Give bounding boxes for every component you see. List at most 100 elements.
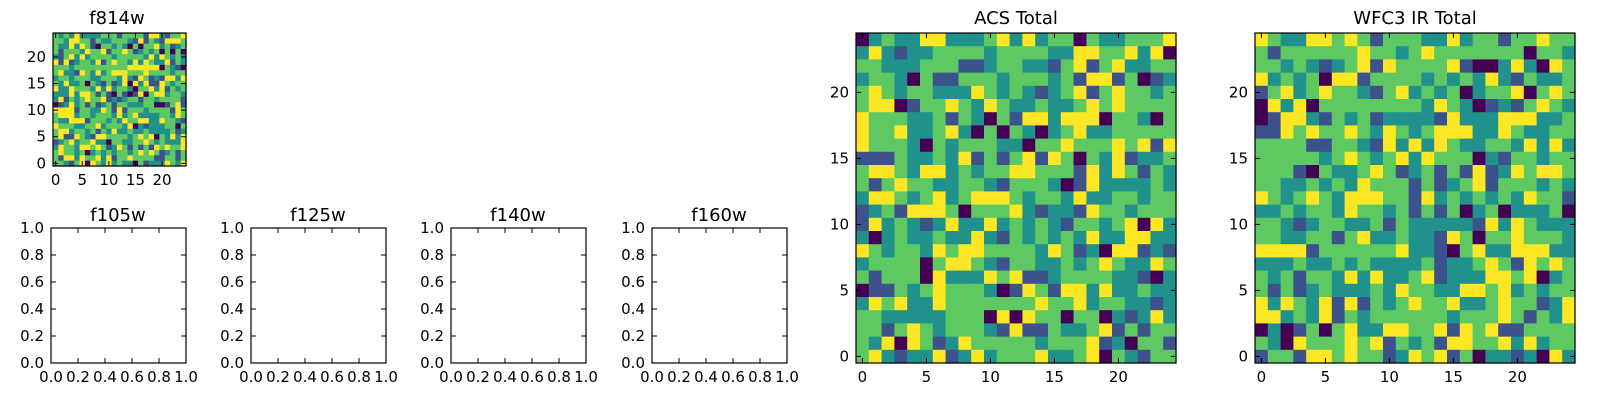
heatmap-cell	[53, 75, 59, 82]
heatmap-cell	[95, 54, 102, 61]
heatmap-cell	[1511, 270, 1525, 285]
heatmap-cell	[58, 43, 65, 50]
heatmap-cell	[1267, 72, 1282, 87]
heatmap-cell	[1280, 72, 1294, 87]
heatmap-cell	[154, 150, 160, 156]
heatmap-cell	[1370, 138, 1384, 153]
heatmap-cell	[1319, 178, 1333, 192]
heatmap-cell	[1124, 297, 1139, 311]
heatmap-cell	[932, 112, 947, 126]
x-tick-label: 0.2	[466, 368, 490, 386]
heatmap-cell	[1048, 310, 1062, 324]
heatmap-cell	[1370, 178, 1384, 192]
heatmap-cell	[1099, 257, 1113, 272]
heatmap-cell	[1472, 231, 1486, 245]
heatmap-cell	[1319, 33, 1333, 47]
heatmap-cell	[1331, 257, 1346, 272]
heatmap-cell	[1485, 297, 1499, 311]
heatmap-cell	[996, 310, 1011, 324]
heatmap-cell	[1459, 244, 1474, 258]
heatmap-cell	[1150, 217, 1164, 232]
heatmap-cell	[111, 160, 118, 167]
heatmap-cell	[175, 54, 182, 61]
heatmap-cell	[79, 54, 86, 61]
heatmap-cell	[79, 112, 86, 119]
heatmap-cell	[1344, 59, 1358, 74]
heatmap-cell	[132, 139, 139, 146]
heatmap-cell	[170, 107, 176, 114]
heatmap-cell	[100, 80, 107, 87]
heatmap-cell	[1498, 46, 1512, 60]
heatmap-cell	[1447, 323, 1461, 338]
heatmap-cell	[1421, 59, 1435, 74]
heatmap-cell	[945, 217, 959, 232]
heatmap-cell	[1009, 85, 1023, 100]
heatmap-cell	[1280, 336, 1294, 351]
heatmap-cell	[111, 123, 118, 130]
heatmap-cell	[1549, 217, 1563, 232]
heatmap-cell	[932, 297, 947, 311]
heatmap-cell	[164, 112, 171, 119]
heatmap-cell	[154, 139, 160, 146]
heatmap-cell	[116, 150, 123, 156]
heatmap-cell	[1408, 349, 1422, 364]
heatmap-cell	[148, 112, 155, 119]
heatmap-cell	[1344, 217, 1358, 232]
heatmap-cell	[106, 155, 113, 162]
heatmap-cell	[58, 107, 65, 114]
heatmap-cell	[1022, 204, 1036, 219]
heatmap-cell	[1112, 72, 1126, 87]
heatmap-cell	[143, 139, 150, 146]
heatmap-cell	[143, 128, 150, 135]
heatmap-cell	[132, 107, 139, 114]
heatmap-cell	[1124, 165, 1139, 179]
heatmap-cell	[1280, 33, 1294, 47]
heatmap-cell	[1383, 125, 1397, 140]
heatmap-cell	[63, 112, 70, 119]
heatmap-cell	[1255, 257, 1269, 272]
y-tick-label: 0.8	[621, 246, 645, 264]
heatmap-cell	[1549, 46, 1563, 60]
heatmap-cell	[881, 283, 895, 298]
heatmap-cell	[1048, 99, 1062, 113]
heatmap-cell	[920, 349, 934, 364]
heatmap-cell	[945, 112, 959, 126]
heatmap-cell	[1319, 99, 1333, 113]
heatmap-cell	[111, 96, 118, 103]
heatmap-cell	[1536, 99, 1550, 113]
heatmap-cell	[1459, 283, 1474, 298]
heatmap-cell	[996, 112, 1011, 126]
y-tick-label: 0.4	[420, 300, 444, 318]
heatmap-cell	[894, 191, 908, 206]
heatmap-cell	[1536, 204, 1550, 219]
heatmap-cell	[1472, 138, 1486, 153]
heatmap-cell	[122, 150, 129, 156]
heatmap-cell	[1331, 59, 1346, 74]
heatmap-cell	[1562, 349, 1576, 364]
x-tick-label: 0.8	[748, 368, 772, 386]
y-ticks-f105w: 0.00.20.40.60.81.0	[20, 219, 186, 372]
heatmap-cell	[79, 102, 86, 109]
heatmap-cell	[920, 323, 934, 338]
heatmap-cell	[1344, 178, 1358, 192]
heatmap-cell	[111, 107, 118, 114]
heatmap-cell	[175, 43, 182, 50]
heatmap-cell	[1459, 85, 1474, 100]
x-tick-label: 0	[51, 171, 61, 189]
heatmap-cell	[868, 178, 883, 192]
heatmap-cell	[79, 86, 86, 93]
heatmap-cell	[175, 150, 182, 156]
heatmap-cell	[1306, 33, 1320, 47]
heatmap-cell	[996, 244, 1011, 258]
heatmap-cell	[1035, 151, 1049, 166]
heatmap-cell	[1383, 310, 1397, 324]
heatmap-cell	[148, 75, 155, 82]
heatmap-cell	[106, 75, 113, 82]
heatmap-cell	[1523, 191, 1538, 206]
heatmap-cell	[1009, 138, 1023, 153]
heatmap-cell	[1306, 178, 1320, 192]
heatmap-cell	[58, 59, 65, 66]
heatmap-cell	[1357, 59, 1371, 74]
heatmap-cell	[1137, 85, 1151, 100]
